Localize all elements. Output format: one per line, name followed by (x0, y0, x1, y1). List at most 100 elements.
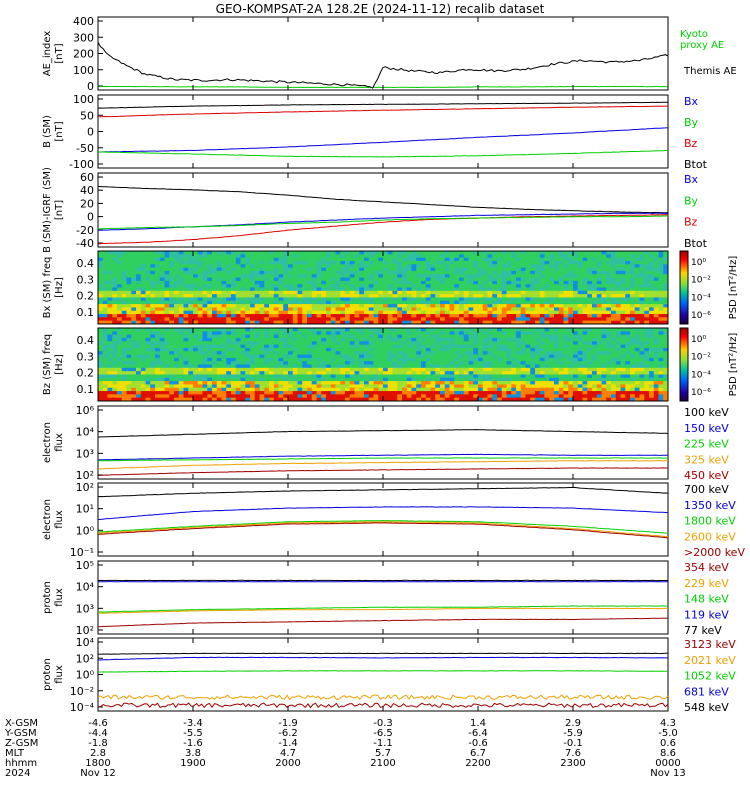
spectrogram-cell (155, 371, 160, 375)
spectrogram-cell (488, 314, 493, 318)
spectrogram-cell (222, 378, 227, 382)
spectrogram-cell (226, 381, 231, 385)
spectrogram-cell (488, 294, 493, 298)
spectrogram-cell (127, 374, 132, 378)
spectrogram-cell (155, 304, 160, 308)
spectrogram-cell (141, 291, 146, 295)
spectrogram-cell (383, 328, 388, 332)
spectrogram-cell (298, 258, 303, 262)
spectrogram-cell (231, 351, 236, 355)
spectrogram-cell (578, 284, 583, 288)
spectrogram-cell (184, 281, 189, 285)
panel-2-legend-label: By (684, 116, 699, 129)
spectrogram-cell (421, 304, 426, 308)
spectrogram-cell (435, 384, 440, 388)
spectrogram-cell (440, 341, 445, 345)
spectrogram-cell (587, 264, 592, 268)
spectrogram-cell (274, 311, 279, 315)
spectrogram-cell (526, 264, 531, 268)
spectrogram-cell (241, 355, 246, 359)
spectrogram-cell (535, 351, 540, 355)
spectrogram-cell (212, 378, 217, 382)
spectrogram-cell (568, 365, 573, 369)
spectrogram-cell (136, 271, 141, 275)
spectrogram-cell (659, 341, 664, 345)
spectrogram-cell (540, 348, 545, 352)
spectrogram-cell (483, 297, 488, 301)
spectrogram-cell (526, 384, 531, 388)
spectrogram-cell (245, 381, 250, 385)
spectrogram-cell (345, 278, 350, 282)
spectrogram-cell (545, 378, 550, 382)
spectrogram-cell (388, 348, 393, 352)
spectrogram-cell (326, 307, 331, 311)
spectrogram-cell (592, 254, 597, 258)
spectrogram-cell (364, 378, 369, 382)
spectrogram-cell (146, 338, 151, 342)
spectrogram-cell (336, 351, 341, 355)
spectrogram-cell (160, 271, 165, 275)
spectrogram-cell (174, 284, 179, 288)
spectrogram-cell (659, 304, 664, 308)
spectrogram-cell (241, 381, 246, 385)
spectrogram-cell (369, 294, 374, 298)
legend-label-kyoto: Kyoto (680, 29, 708, 40)
spectrogram-cell (602, 268, 607, 272)
spectrogram-cell (260, 338, 265, 342)
spectrogram-cell (587, 351, 592, 355)
spectrogram-cell (407, 365, 412, 369)
spectrogram-cell (169, 358, 174, 362)
spectrogram-cell (464, 374, 469, 378)
spectrogram-cell (559, 254, 564, 258)
spectrogram-cell (464, 274, 469, 278)
spectrogram-cell (336, 278, 341, 282)
spectrogram-cell (336, 368, 341, 372)
spectrogram-cell (288, 351, 293, 355)
spectrogram-cell (654, 331, 659, 335)
spectrogram-cell (573, 348, 578, 352)
spectrogram-cell (640, 251, 645, 255)
spectrogram-cell (587, 254, 592, 258)
spectrogram-cell (459, 351, 464, 355)
spectrogram-cell (545, 368, 550, 372)
spectrogram-cell (597, 311, 602, 315)
spectrogram-cell (374, 331, 379, 335)
spectrogram-cell (212, 258, 217, 262)
spectrogram-cell (459, 368, 464, 372)
spectrogram-cell (317, 297, 322, 301)
spectrogram-cell (521, 371, 526, 375)
spectrogram-cell (602, 307, 607, 311)
spectrogram-cell (321, 274, 326, 278)
spectrogram-cell (388, 368, 393, 372)
spectrogram-cell (226, 384, 231, 388)
spectrogram-cell (568, 284, 573, 288)
spectrogram-cell (526, 371, 531, 375)
spectrogram-cell (98, 361, 103, 365)
spectrogram-cell (184, 314, 189, 318)
spectrogram-cell (207, 355, 212, 359)
spectrogram-cell (355, 358, 360, 362)
spectrogram-cell (416, 378, 421, 382)
spectrogram-cell (165, 374, 170, 378)
spectrogram-cell (592, 351, 597, 355)
spectrogram-cell (383, 348, 388, 352)
spectrogram-cell (293, 328, 298, 332)
spectrogram-cell (283, 261, 288, 265)
spectrogram-cell (530, 381, 535, 385)
spectrogram-cell (521, 374, 526, 378)
spectrogram-cell (454, 374, 459, 378)
spectrogram-cell (179, 351, 184, 355)
spectrogram-cell (502, 254, 507, 258)
spectrogram-cell (203, 311, 208, 315)
spectrogram-cell (583, 345, 588, 349)
spectrogram-cell (507, 251, 512, 255)
spectrogram-cell (174, 304, 179, 308)
spectrogram-cell (521, 368, 526, 372)
spectrogram-cell (383, 381, 388, 385)
spectrogram-cell (440, 361, 445, 365)
spectrogram-cell (307, 258, 312, 262)
spectrogram-cell (269, 288, 274, 292)
spectrogram-cell (350, 338, 355, 342)
spectrogram-cell (568, 351, 573, 355)
spectrogram-cell (236, 288, 241, 292)
